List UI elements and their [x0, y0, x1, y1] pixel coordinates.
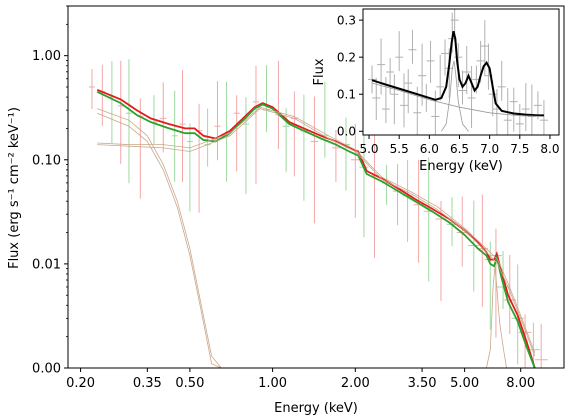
data-point — [331, 129, 340, 182]
data-point — [186, 123, 193, 212]
data-point — [441, 39, 450, 76]
main-panel: 0.20 0.35 0.50 1.00 2.00 3.50 5.00 8.00 0.000.0… — [7, 5, 565, 416]
component-line-1 — [441, 60, 469, 132]
data-point — [431, 90, 440, 135]
data-point — [160, 82, 167, 153]
model-line-0 — [371, 30, 544, 117]
x-tick-label: 7.0 — [480, 142, 499, 156]
data-point — [480, 20, 489, 77]
data-point — [534, 323, 548, 368]
main-data-points — [88, 59, 548, 368]
data-point — [521, 83, 530, 132]
y-tick-label: 0.2 — [337, 50, 356, 64]
x-tick-label: 1.00 — [258, 376, 287, 391]
data-point — [214, 81, 221, 161]
component-line-2 — [97, 108, 222, 369]
x-tick-label: 5.00 — [450, 376, 479, 391]
data-point — [390, 74, 399, 125]
inset-x-ticks: 5.0 5.5 6.0 6.5 7.0 7.5 8.0 — [359, 135, 560, 156]
x-tick-label: 3.50 — [408, 376, 437, 391]
data-point — [179, 70, 186, 183]
data-point — [467, 65, 476, 128]
inset-panel: 5.0 5.5 6.0 6.5 7.0 7.5 8.0 0.0 0.1 0.2 0.3 Energ… — [312, 8, 560, 174]
x-tick-label: 0.20 — [66, 376, 95, 391]
x-tick-label: 0.50 — [175, 376, 204, 391]
inset-model-series — [371, 30, 544, 132]
x-tick-label: 7.5 — [510, 142, 529, 156]
y-tick-label: 0.0 — [337, 124, 356, 138]
y-tick-label: 0.10 — [32, 153, 61, 168]
main-axes-frame — [67, 5, 565, 369]
component-line-3 — [97, 112, 222, 369]
data-point — [351, 123, 360, 218]
y-tick-label: 0.00 — [32, 362, 61, 377]
x-tick-label: 0.35 — [133, 376, 162, 391]
data-point — [539, 100, 548, 135]
y-tick-label: 1.00 — [32, 49, 61, 64]
x-tick-label: 6.5 — [450, 142, 469, 156]
main-y-ticks: 0.00 0.01 0.10 1.00 — [32, 5, 68, 377]
data-point — [233, 95, 240, 172]
x-tick-label: 8.0 — [540, 142, 559, 156]
inset-x-axis-label: Energy (keV) — [419, 159, 503, 174]
y-tick-label: 0.1 — [337, 87, 356, 101]
x-tick-label: 6.0 — [420, 142, 439, 156]
main-x-ticks: 0.20 0.35 0.50 1.00 2.00 3.50 5.00 8.00 — [66, 368, 535, 391]
inset-y-axis-label: Flux — [312, 58, 327, 85]
data-point — [252, 65, 260, 184]
data-point — [310, 96, 319, 224]
data-point — [509, 87, 518, 132]
data-point — [117, 60, 124, 164]
y-tick-label: 0.3 — [337, 13, 356, 27]
data-point — [436, 54, 445, 101]
data-point — [395, 31, 404, 72]
data-point — [426, 40, 435, 83]
data-point — [408, 29, 417, 64]
main-y-axis-label: Flux (erg s⁻¹ cm⁻² keV⁻¹) — [7, 107, 22, 269]
data-point — [368, 65, 377, 94]
data-point — [462, 46, 471, 94]
main-x-axis-label: Energy (keV) — [274, 401, 358, 416]
x-tick-label: 2.00 — [341, 376, 370, 391]
model-line-1 — [96, 90, 536, 369]
component-line-4 — [97, 108, 536, 357]
data-point — [88, 69, 95, 110]
x-tick-label: 5.0 — [359, 142, 378, 156]
data-point — [497, 60, 506, 101]
data-point — [171, 90, 178, 182]
component-line-5 — [97, 106, 536, 353]
main-model-series — [96, 88, 536, 369]
data-point — [372, 77, 381, 120]
inset-axes-frame — [362, 8, 560, 136]
component-line-6 — [486, 266, 507, 369]
data-point — [125, 59, 132, 184]
data-point — [400, 73, 409, 128]
inset-y-ticks: 0.0 0.1 0.2 0.3 — [337, 13, 363, 138]
y-tick-label: 0.01 — [32, 257, 61, 272]
component-line-2 — [371, 82, 544, 117]
x-tick-label: 8.00 — [506, 376, 535, 391]
data-point — [242, 97, 249, 195]
data-point — [515, 103, 524, 135]
x-tick-label: 5.5 — [390, 142, 409, 156]
